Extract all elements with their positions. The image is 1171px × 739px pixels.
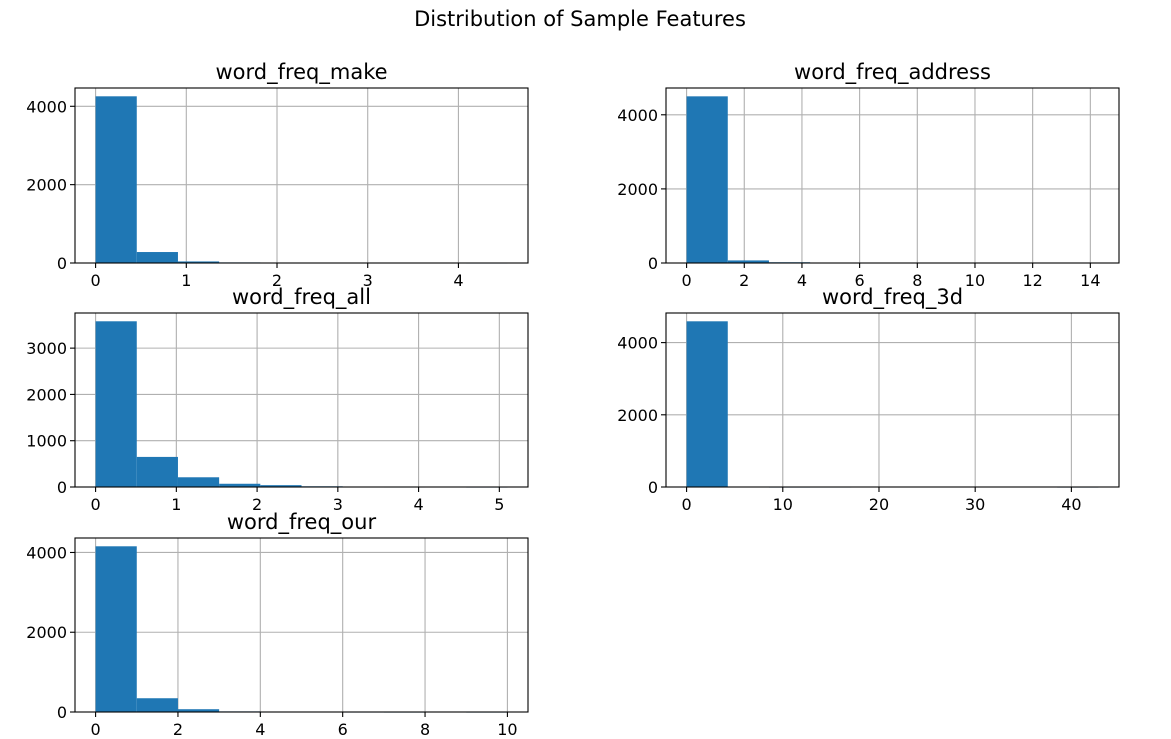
x-tick-label: 0	[681, 271, 691, 290]
x-tick-label: 12	[1022, 271, 1042, 290]
y-tick-label: 4000	[26, 543, 67, 562]
y-tick-label: 2000	[26, 385, 67, 404]
x-tick-label: 20	[869, 495, 889, 514]
x-tick-label: 2	[252, 495, 262, 514]
x-tick-label: 40	[1061, 495, 1081, 514]
x-tick-label: 0	[681, 495, 691, 514]
subplot-title: word_freq_address	[794, 60, 991, 85]
histogram-bar	[95, 546, 137, 712]
histogram-bar	[219, 483, 261, 487]
axes-frame	[74, 87, 529, 264]
y-tick-label: 4000	[617, 106, 658, 125]
y-tick-label: 2000	[617, 180, 658, 199]
histogram-bar	[686, 96, 728, 264]
axes-frame	[665, 312, 1120, 488]
subplot-word_freq_3d: 0 10 20 30 40 0 2000 4000 word_freq_3d	[617, 285, 1120, 514]
histogram-bar	[136, 698, 178, 712]
x-tick-label: 14	[1080, 271, 1100, 290]
x-tick-label: 0	[90, 271, 100, 290]
y-tick-label: 4000	[617, 334, 658, 353]
histogram-bar	[686, 321, 728, 487]
histogram-bar	[177, 261, 220, 263]
histogram-bar	[177, 709, 220, 712]
histogram-bar	[95, 96, 137, 263]
x-tick-label: 2	[173, 720, 183, 739]
y-tick-label: 1000	[26, 432, 67, 451]
histogram-bar	[727, 260, 769, 263]
x-tick-label: 10	[497, 720, 517, 739]
x-tick-label: 8	[420, 720, 430, 739]
x-tick-label: 1	[171, 495, 181, 514]
axes-frame	[74, 537, 529, 713]
subplot-word_freq_our: 0 2 4 6 8 10 0 2000 4000 word_freq_our	[26, 510, 529, 739]
y-tick-label: 2000	[26, 623, 67, 642]
x-tick-label: 6	[855, 271, 865, 290]
x-tick-label: 6	[338, 720, 348, 739]
x-tick-label: 10	[773, 495, 793, 514]
x-tick-label: 3	[333, 495, 343, 514]
x-tick-label: 4	[255, 720, 265, 739]
y-tick-label: 0	[648, 478, 658, 497]
axes-frame	[665, 87, 1120, 264]
histogram-bar	[177, 477, 220, 487]
axes-frame	[74, 312, 529, 488]
x-tick-label: 0	[90, 720, 100, 739]
y-tick-label: 2000	[26, 176, 67, 195]
x-tick-label: 10	[965, 271, 985, 290]
y-tick-label: 3000	[26, 339, 67, 358]
y-tick-label: 0	[57, 478, 67, 497]
subplot-title: word_freq_all	[232, 285, 371, 310]
x-tick-label: 2	[272, 271, 282, 290]
histogram-bar	[136, 252, 178, 263]
figure-suptitle: Distribution of Sample Features	[414, 7, 746, 31]
subplot-title: word_freq_3d	[822, 285, 963, 310]
x-tick-label: 3	[363, 271, 373, 290]
x-tick-label: 30	[965, 495, 985, 514]
x-tick-label: 2	[739, 271, 749, 290]
y-tick-label: 0	[57, 703, 67, 722]
y-tick-label: 0	[648, 254, 658, 273]
x-tick-label: 1	[181, 271, 191, 290]
subplot-word_freq_make: 0 1 2 3 4 0 2000 4000 word_freq_make	[26, 60, 529, 290]
x-tick-label: 4	[797, 271, 807, 290]
y-tick-label: 2000	[617, 406, 658, 425]
subplot-title: word_freq_our	[227, 510, 377, 535]
subplot-title: word_freq_make	[215, 60, 387, 85]
subplot-word_freq_address: 0 2 4 6 8 10 12 14 0 2000 4000 word_freq_address	[617, 60, 1120, 290]
x-tick-label: 4	[453, 271, 463, 290]
y-tick-label: 0	[57, 254, 67, 273]
x-tick-label: 5	[494, 495, 504, 514]
x-tick-label: 4	[413, 495, 423, 514]
histogram-bar	[95, 321, 137, 487]
histogram-bar	[136, 456, 178, 487]
histogram-bar	[260, 485, 302, 487]
x-tick-label: 8	[912, 271, 922, 290]
subplot-word_freq_all: 0 1 2 3 4 5 0 1000 2000 3000 word_freq_all	[26, 285, 529, 514]
y-tick-label: 4000	[26, 97, 67, 116]
x-tick-label: 0	[90, 495, 100, 514]
